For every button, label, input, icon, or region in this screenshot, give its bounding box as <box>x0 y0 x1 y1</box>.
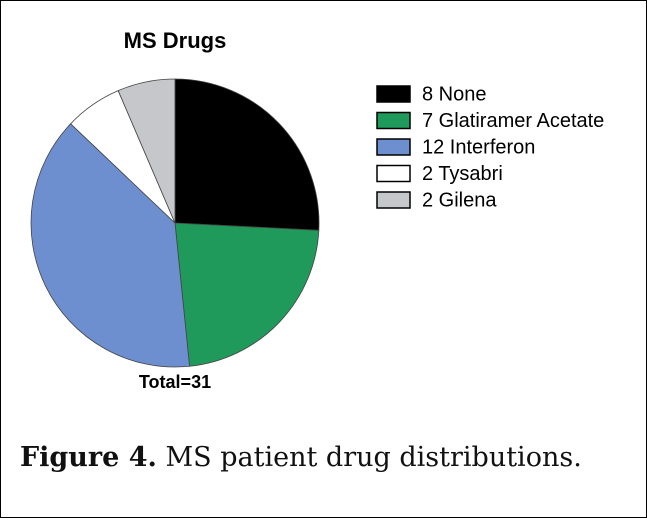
legend-label: 2 Gilena <box>422 189 497 211</box>
pie-slice <box>30 123 191 368</box>
chart-title: MS Drugs <box>124 28 227 53</box>
caption-text: MS patient drug distributions. <box>166 442 582 473</box>
pie-slice <box>117 78 176 224</box>
pie-slice <box>174 78 320 231</box>
legend-swatch <box>376 138 411 156</box>
caption: Figure 4. MS patient drug distributions. <box>20 442 582 473</box>
legend-label: 2 Tysabri <box>422 163 503 185</box>
legend-swatch <box>376 85 411 103</box>
legend-label: 7 Glatiramer Acetate <box>422 110 604 132</box>
legend-swatch <box>376 164 411 183</box>
pie-slice <box>174 222 320 367</box>
caption-label: Figure 4. <box>20 442 157 473</box>
legend-label: 8 None <box>422 83 487 105</box>
legend-label: 12 Interferon <box>422 136 535 158</box>
legend-swatch <box>376 191 411 209</box>
annotation: Total=31 <box>139 372 211 392</box>
legend-swatch <box>376 111 411 130</box>
